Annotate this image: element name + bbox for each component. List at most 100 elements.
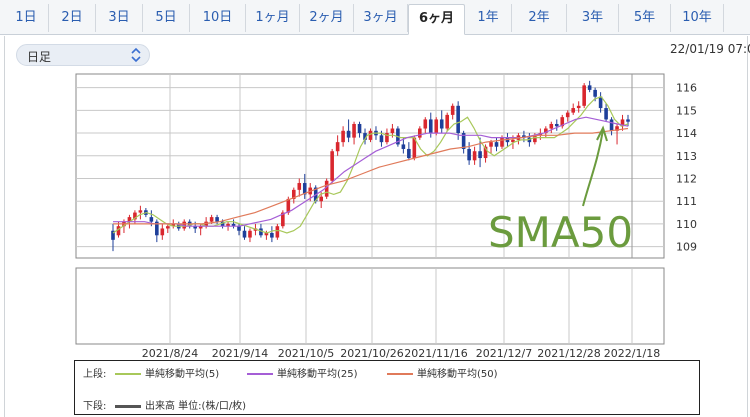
legend-item-sma25: 単純移動平均(25) <box>247 365 358 380</box>
candle-body <box>220 221 225 227</box>
y-tick-label: 113 <box>676 150 697 163</box>
x-tick-label: 2021/12/28 <box>537 347 600 360</box>
candle-body <box>275 226 280 238</box>
legend-upper-label: 上段: <box>83 369 107 380</box>
chart-legend: 上段: 単純移動平均(5) 単純移動平均(25) 単純移動平均(50) 下段: … <box>74 360 700 415</box>
candle-body <box>346 130 351 138</box>
candle-body <box>286 198 291 213</box>
legend-swatch-sma50 <box>387 373 413 375</box>
tab-period[interactable]: 10年 <box>671 4 724 32</box>
candle-body <box>483 146 488 159</box>
candle-body <box>494 142 499 147</box>
tab-period[interactable]: 3日 <box>96 4 143 32</box>
candle-body <box>385 133 389 143</box>
legend-lower-label: 下段: <box>83 401 107 412</box>
candle-body <box>609 119 614 131</box>
tab-period[interactable]: 1年 <box>465 4 512 32</box>
candle-body <box>264 233 269 236</box>
candle-body <box>352 123 356 138</box>
candle-body <box>587 85 592 90</box>
candle-body <box>127 217 132 222</box>
legend-swatch-sma5 <box>115 373 141 375</box>
candle-body <box>237 226 241 231</box>
sma50-annotation: SMA50 <box>488 208 633 257</box>
candle-body <box>565 112 570 118</box>
candle-body <box>390 128 395 134</box>
tab-period[interactable]: 3ヶ月 <box>354 4 408 32</box>
candle-body <box>198 226 203 229</box>
candle-body <box>582 85 586 106</box>
candle-body <box>324 180 329 197</box>
candle-body <box>281 212 285 227</box>
candle-body <box>297 183 302 190</box>
candle-body <box>522 135 526 138</box>
candle-body <box>615 126 619 131</box>
candle-body <box>500 137 504 147</box>
candle-body <box>149 217 154 222</box>
x-tick-label: 2022/1/18 <box>604 347 660 360</box>
candle-body <box>368 130 373 140</box>
candle-body <box>478 151 482 159</box>
candle-body <box>489 142 493 147</box>
candle-body <box>418 128 422 138</box>
candle-body <box>456 105 460 134</box>
chevron-updown-icon <box>131 47 141 63</box>
legend-item-volume: 出来高 単位:(株/口/枚) <box>115 397 246 412</box>
candle-interval-select[interactable]: 日足 <box>16 44 150 66</box>
x-tick-label: 2021/11/16 <box>404 347 467 360</box>
tab-period[interactable]: 2ヶ月 <box>300 4 354 32</box>
candle-body <box>467 148 471 161</box>
tab-period[interactable]: 5日 <box>143 4 190 32</box>
y-tick-label: 109 <box>676 241 697 254</box>
candle-body <box>182 221 187 229</box>
candle-body <box>231 223 236 227</box>
legend-swatch-volume <box>115 404 141 408</box>
ma-line-sma25 <box>113 116 629 227</box>
candle-body <box>598 96 603 109</box>
candle-body <box>138 210 143 213</box>
x-tick-label: 2021/10/26 <box>340 347 403 360</box>
price-plot-area <box>75 73 665 259</box>
candle-body <box>401 144 406 149</box>
tab-period[interactable]: 6ヶ月 <box>408 4 465 35</box>
legend-item-sma5: 単純移動平均(5) <box>115 365 219 380</box>
candle-body <box>291 189 296 199</box>
candle-interval-value: 日足 <box>27 50 52 64</box>
tab-period[interactable]: 10日 <box>190 4 246 32</box>
tab-period[interactable]: 3年 <box>567 4 619 32</box>
chart-frame <box>4 36 748 417</box>
candle-body <box>111 230 115 240</box>
candle-body <box>445 114 450 129</box>
tab-period[interactable]: 5年 <box>619 4 671 32</box>
legend-label-sma5: 単純移動平均(5) <box>145 369 220 380</box>
tab-period[interactable]: 1ヶ月 <box>246 4 300 32</box>
candle-body <box>160 228 165 236</box>
candle-body <box>319 196 323 202</box>
y-tick-label: 111 <box>676 195 697 208</box>
candle-body <box>171 223 176 227</box>
timestamp: 22/01/19 07:0 <box>670 42 750 56</box>
candle-body <box>248 230 252 238</box>
candle-body <box>165 226 170 229</box>
candle-body <box>423 119 428 129</box>
y-tick-label: 116 <box>676 82 697 95</box>
candle-body <box>461 133 466 149</box>
tab-period[interactable]: 1日 <box>4 4 49 32</box>
candle-body <box>226 223 230 227</box>
x-tick-label: 2021/10/5 <box>278 347 334 360</box>
candle-body <box>571 108 576 113</box>
candle-body <box>330 151 334 181</box>
tab-period[interactable]: 2年 <box>512 4 567 32</box>
candle-body <box>511 139 515 143</box>
candle-body <box>193 226 197 229</box>
period-tab-bar: 1日 2日 3日 5日 10日 1ヶ月 2ヶ月 3ヶ月 6ヶ月 1年 2年 3年 5年 10年 <box>0 0 750 35</box>
candle-body <box>533 135 537 143</box>
y-tick-label: 114 <box>676 127 697 140</box>
candle-body <box>116 226 121 236</box>
candle-body <box>439 119 444 129</box>
candle-body <box>270 233 274 238</box>
legend-label-sma50: 単純移動平均(50) <box>417 369 498 380</box>
tab-period[interactable]: 2日 <box>49 4 96 32</box>
x-tick-label: 2021/8/24 <box>142 347 198 360</box>
candle-body <box>363 133 367 140</box>
